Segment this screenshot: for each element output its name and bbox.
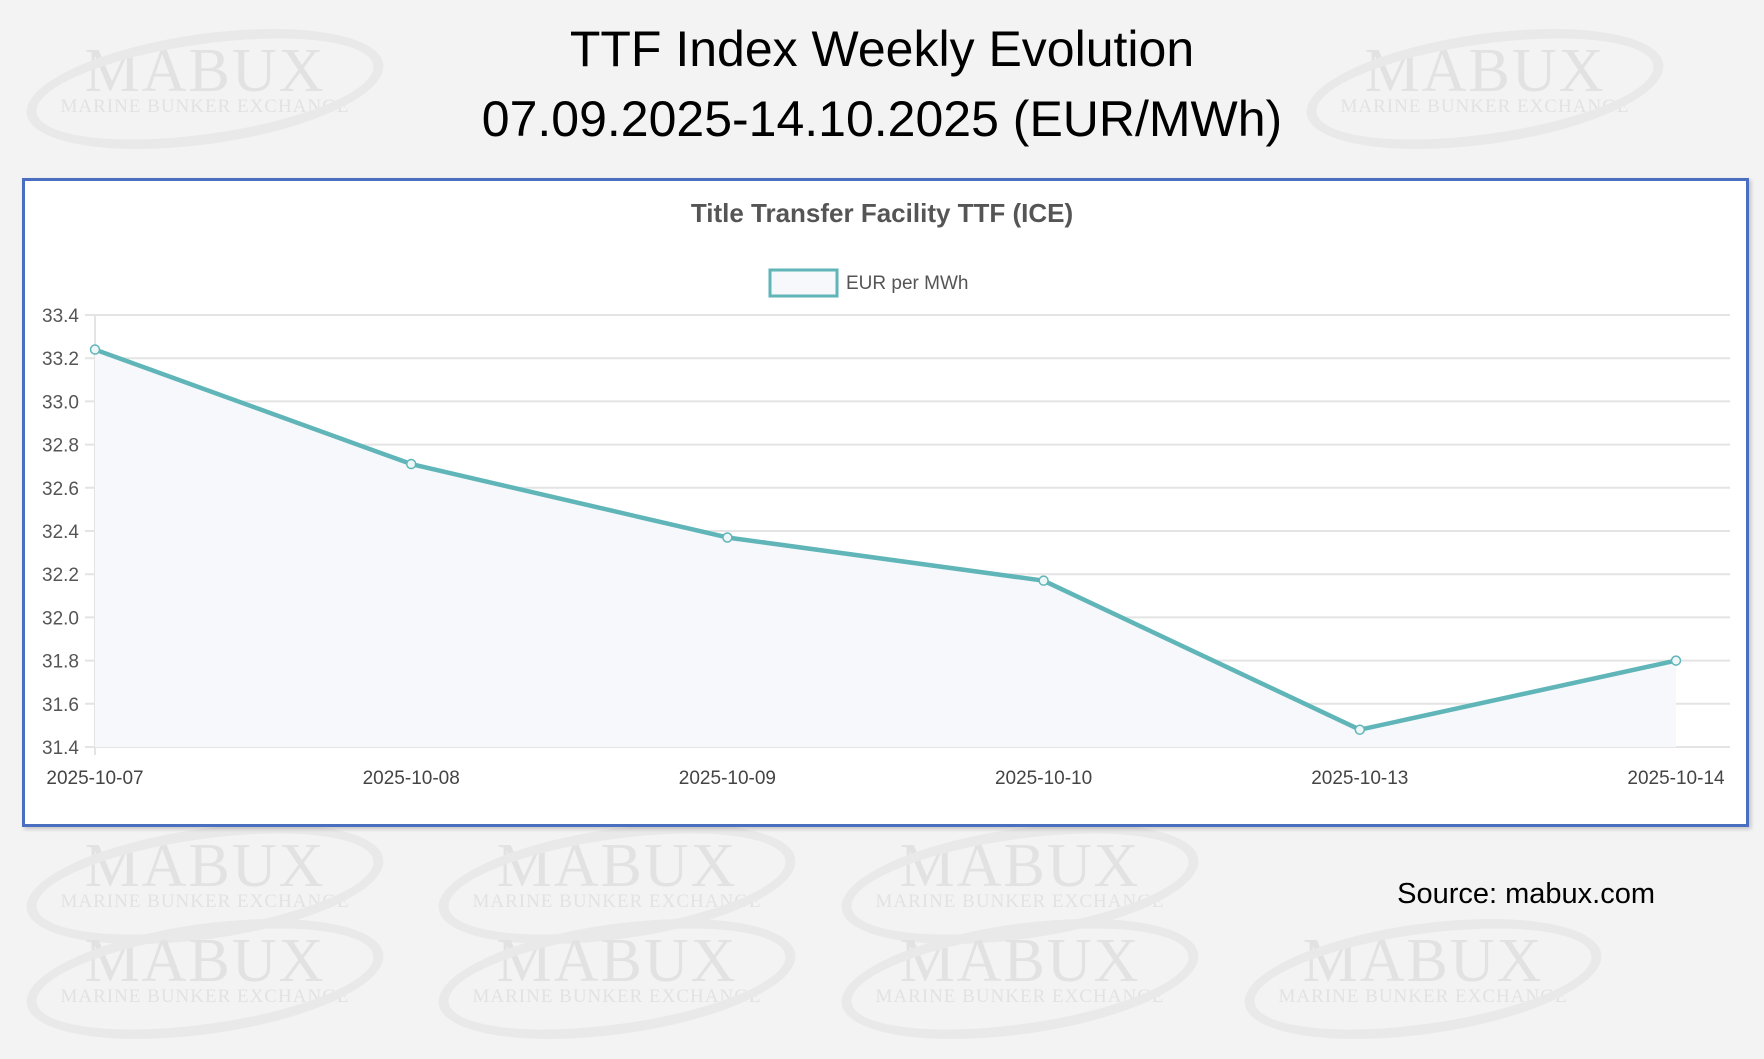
y-tick-label: 32.0 xyxy=(42,608,79,629)
x-tick-label: 2025-10-10 xyxy=(995,768,1092,789)
series-line xyxy=(94,347,1677,732)
y-tick-label: 32.2 xyxy=(42,565,79,586)
y-tick-label: 33.2 xyxy=(42,349,79,370)
page-title: TTF Index Weekly Evolution 07.09.2025-14… xyxy=(0,14,1764,154)
title-line-2: 07.09.2025-14.10.2025 (EUR/MWh) xyxy=(481,91,1283,147)
chart-title: Title Transfer Facility TTF (ICE) xyxy=(691,198,1073,228)
data-point xyxy=(722,532,733,543)
y-tick-label: 32.8 xyxy=(42,436,79,457)
x-tick-label: 2025-10-14 xyxy=(1627,768,1725,789)
data-point xyxy=(405,458,417,470)
y-tick-label: 33.4 xyxy=(42,306,79,327)
y-tick-label: 31.4 xyxy=(42,738,79,759)
title-line-1: TTF Index Weekly Evolution xyxy=(569,21,1195,77)
data-point xyxy=(1670,655,1682,666)
y-tick-label: 31.6 xyxy=(42,695,79,716)
line-chart: Title Transfer Facility TTF (ICE) EUR pe… xyxy=(42,198,1730,789)
data-point xyxy=(1038,575,1049,586)
x-tick-label: 2025-10-08 xyxy=(363,768,460,789)
legend-swatch[interactable] xyxy=(768,268,839,298)
x-tick-label: 2025-10-09 xyxy=(679,768,776,789)
data-point xyxy=(1354,724,1366,735)
source-note: Source: mabux.com xyxy=(1397,878,1655,910)
y-tick-label: 31.8 xyxy=(42,652,79,673)
x-tick-label: 2025-10-07 xyxy=(46,768,143,789)
data-point xyxy=(89,344,101,355)
x-tick-label: 2025-10-13 xyxy=(1311,768,1408,789)
series-area xyxy=(95,349,1676,747)
y-tick-label: 32.6 xyxy=(42,479,79,500)
y-tick-label: 33.0 xyxy=(42,392,79,413)
y-tick-label: 32.4 xyxy=(42,522,79,543)
legend-label: EUR per MWh xyxy=(846,273,968,294)
